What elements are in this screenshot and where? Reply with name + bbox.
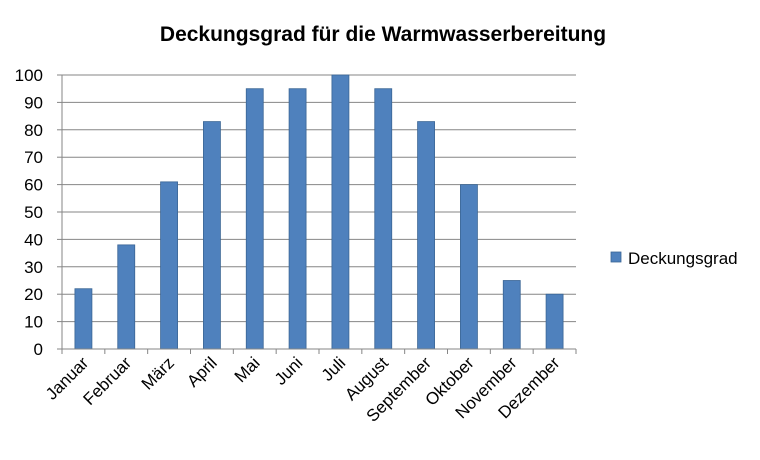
y-tick-label: 20 xyxy=(24,285,43,304)
gridlines xyxy=(57,74,576,350)
y-tick-label: 60 xyxy=(24,176,43,195)
bar xyxy=(160,181,178,350)
x-tick-label: Februar xyxy=(80,353,136,409)
x-tick-label: April xyxy=(183,353,220,390)
bar xyxy=(245,88,264,350)
y-axis: 0 10 20 30 40 50 60 70 80 90 100 xyxy=(15,66,43,359)
y-tick-label: 100 xyxy=(15,66,43,85)
bar xyxy=(460,184,478,350)
chart-title: Deckungsgrad für die Warmwasserbereitung xyxy=(160,23,606,46)
x-tick-label: Juni xyxy=(271,353,306,388)
bar xyxy=(545,293,564,350)
y-tick-label: 10 xyxy=(24,313,43,332)
legend: Deckungsgrad xyxy=(610,249,738,268)
bar xyxy=(288,88,307,350)
legend-label: Deckungsgrad xyxy=(628,249,738,268)
y-tick-label: 0 xyxy=(34,340,43,359)
y-tick-label: 40 xyxy=(24,230,43,249)
bar xyxy=(417,121,435,350)
y-tick-label: 80 xyxy=(24,121,43,140)
x-tick-label: Juli xyxy=(318,353,349,384)
bar xyxy=(374,88,393,350)
y-tick-label: 30 xyxy=(24,258,43,277)
y-tick-label: 90 xyxy=(24,93,43,112)
y-tick-label: 70 xyxy=(24,148,43,167)
bar xyxy=(203,121,221,350)
bar xyxy=(117,244,136,350)
bar xyxy=(502,280,521,350)
bar xyxy=(331,74,350,350)
bar xyxy=(74,288,93,350)
legend-swatch xyxy=(610,251,622,263)
x-tick-label: März xyxy=(138,353,178,393)
y-tick-label: 50 xyxy=(24,203,43,222)
x-tick-label: Mai xyxy=(231,353,264,386)
bars xyxy=(74,74,564,350)
